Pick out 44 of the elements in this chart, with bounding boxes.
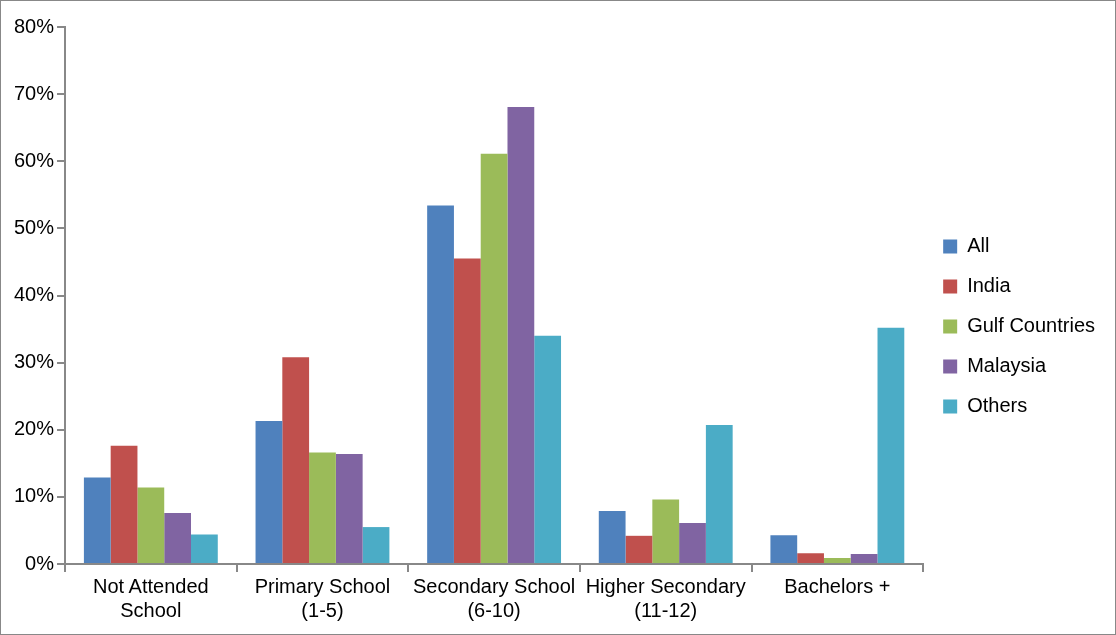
x-tick-label: Not Attended School <box>93 574 209 621</box>
x-tick-label: Secondary School (6-10) <box>412 574 576 621</box>
y-tick-label: 40% <box>14 283 55 306</box>
y-tick-label: 30% <box>14 350 55 373</box>
legend-label: Malaysia <box>967 354 1047 377</box>
bar <box>480 153 508 563</box>
bar <box>507 106 535 563</box>
legend-label: Gulf Countries <box>967 314 1096 337</box>
bar <box>309 452 336 563</box>
bar <box>823 557 851 563</box>
bar <box>191 534 218 563</box>
x-tick-label: Higher Secondary (11-12) <box>585 574 746 621</box>
bar <box>362 527 390 563</box>
legend-label: All <box>967 234 990 257</box>
bar <box>679 523 706 563</box>
bar <box>850 553 878 563</box>
y-tick-label: 80% <box>14 14 55 37</box>
bar <box>255 421 283 563</box>
bar <box>137 487 165 563</box>
bar <box>335 453 363 563</box>
bar <box>83 477 111 563</box>
y-tick-label: 0% <box>25 551 55 574</box>
bar <box>534 335 562 563</box>
y-tick-label: 60% <box>14 148 55 171</box>
bar <box>282 357 310 563</box>
x-tick-label: Bachelors + <box>784 574 891 597</box>
bar <box>652 499 680 563</box>
bar <box>427 205 454 563</box>
bar <box>770 535 798 563</box>
y-tick-label: 20% <box>14 417 55 440</box>
legend-label: Others <box>967 394 1028 417</box>
bar <box>625 535 653 563</box>
y-tick-label: 70% <box>14 81 55 104</box>
legend-label: India <box>967 274 1012 297</box>
x-tick-label: Primary School (1-5) <box>254 574 391 621</box>
bar <box>164 512 191 563</box>
bar <box>598 510 626 563</box>
y-tick-label: 50% <box>14 215 55 238</box>
bar <box>110 445 138 563</box>
bar <box>797 553 824 563</box>
bar <box>877 327 905 563</box>
bar <box>453 258 481 563</box>
y-tick-label: 10% <box>14 484 55 507</box>
bar <box>705 425 733 563</box>
